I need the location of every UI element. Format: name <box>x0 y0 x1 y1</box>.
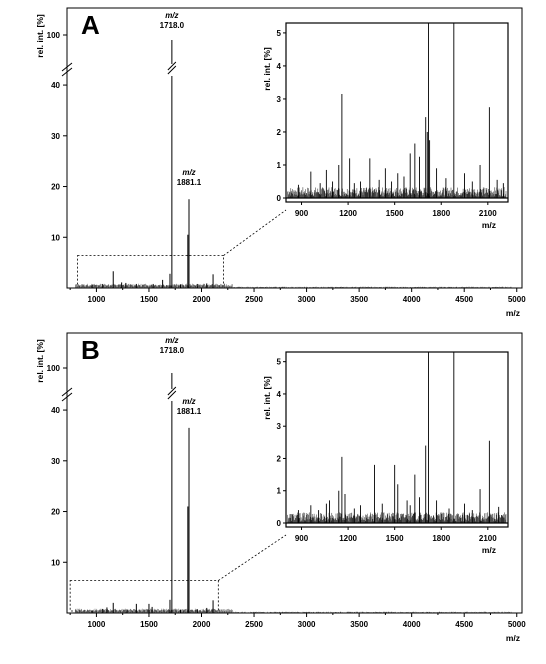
inset-y-tick-label: 2 <box>277 128 282 137</box>
x-tick-label: 4500 <box>455 295 473 304</box>
inset-frame <box>285 22 509 203</box>
inset-x-tick-label: 2100 <box>479 534 497 543</box>
inset-y-tick-label: 2 <box>277 454 282 463</box>
peak-annotation-value: 1718.0 <box>160 346 185 355</box>
inset-x-tick-label: 2100 <box>479 209 497 218</box>
x-tick-label: 2000 <box>193 620 211 629</box>
y-axis-break <box>61 387 73 402</box>
inset-x-tick-label: 1200 <box>339 534 357 543</box>
y-axis-label: rel. int. [%] <box>35 14 45 58</box>
peak-break-mark <box>167 386 177 400</box>
inset-y-tick-label: 4 <box>277 390 282 399</box>
y-axis-label: rel. int. [%] <box>35 339 45 383</box>
x-axis-label: m/z <box>506 308 520 318</box>
x-tick-label: 5000 <box>508 295 526 304</box>
peak-annotation-label: m/z <box>165 336 178 345</box>
zoom-region-box <box>69 580 219 612</box>
plot-frame <box>66 7 523 289</box>
inset-y-tick-label: 1 <box>277 487 282 496</box>
x-tick-label: 4000 <box>403 620 421 629</box>
peak-annotation-label: m/z <box>182 397 195 406</box>
zoom-region-box <box>77 255 224 287</box>
panel-letter: A <box>81 10 100 40</box>
plot-frame <box>66 332 523 614</box>
peak-break-mark <box>167 61 177 75</box>
inset-y-tick-label: 4 <box>277 62 282 71</box>
zoom-connector <box>218 534 287 581</box>
x-tick-label: 5000 <box>508 620 526 629</box>
peak-annotation-label: m/z <box>182 168 195 177</box>
y-tick-label: 10 <box>51 233 60 242</box>
x-tick-label: 1000 <box>88 295 106 304</box>
inset-x-tick-label: 900 <box>295 209 309 218</box>
inset-y-tick-label: 5 <box>277 29 282 38</box>
y-tick-label: 100 <box>47 31 61 40</box>
y-tick-label: 40 <box>51 81 60 90</box>
spectrum-noise <box>75 283 512 288</box>
inset-y-tick-label: 5 <box>277 358 282 367</box>
inset-y-tick-label: 0 <box>277 194 282 203</box>
inset-x-tick-label: 1200 <box>339 209 357 218</box>
x-tick-label: 4500 <box>455 620 473 629</box>
y-tick-label: 30 <box>51 132 60 141</box>
x-tick-label: 2500 <box>245 620 263 629</box>
inset-x-tick-label: 1500 <box>386 534 404 543</box>
inset-y-tick-label: 1 <box>277 161 282 170</box>
x-tick-label: 1000 <box>88 620 106 629</box>
peak-annotation-value: 1881.1 <box>177 407 202 416</box>
inset-y-tick-label: 3 <box>277 95 282 104</box>
inset-y-tick-label: 0 <box>277 519 282 528</box>
x-tick-label: 2000 <box>193 295 211 304</box>
inset-y-tick-label: 3 <box>277 422 282 431</box>
inset-y-axis-label: rel. int. [%] <box>262 47 272 91</box>
x-axis-label: m/z <box>506 633 520 643</box>
y-tick-label: 20 <box>51 508 60 517</box>
x-tick-label: 3500 <box>350 620 368 629</box>
x-tick-label: 3000 <box>298 295 316 304</box>
y-tick-label: 30 <box>51 457 60 466</box>
x-tick-label: 1500 <box>140 295 158 304</box>
y-axis-break <box>61 62 73 77</box>
x-tick-label: 4000 <box>403 295 421 304</box>
x-tick-label: 3500 <box>350 295 368 304</box>
x-tick-label: 3000 <box>298 620 316 629</box>
x-tick-label: 1500 <box>140 620 158 629</box>
peak-annotation-value: 1718.0 <box>160 21 185 30</box>
inset-x-tick-label: 1500 <box>386 209 404 218</box>
peak-annotation-label: m/z <box>165 11 178 20</box>
inset-x-tick-label: 900 <box>295 534 309 543</box>
peak-annotation-value: 1881.1 <box>177 178 202 187</box>
y-tick-label: 100 <box>47 364 61 373</box>
y-tick-label: 40 <box>51 406 60 415</box>
inset-x-tick-label: 1800 <box>432 534 450 543</box>
inset-frame <box>285 351 509 528</box>
inset-x-axis-label: m/z <box>482 545 496 555</box>
y-tick-label: 10 <box>51 558 60 567</box>
inset-y-axis-label: rel. int. [%] <box>262 376 272 420</box>
panel-letter: B <box>81 335 100 365</box>
y-tick-label: 20 <box>51 183 60 192</box>
zoom-connector <box>223 209 287 256</box>
x-tick-label: 2500 <box>245 295 263 304</box>
inset-x-tick-label: 1800 <box>432 209 450 218</box>
inset-x-axis-label: m/z <box>482 220 496 230</box>
